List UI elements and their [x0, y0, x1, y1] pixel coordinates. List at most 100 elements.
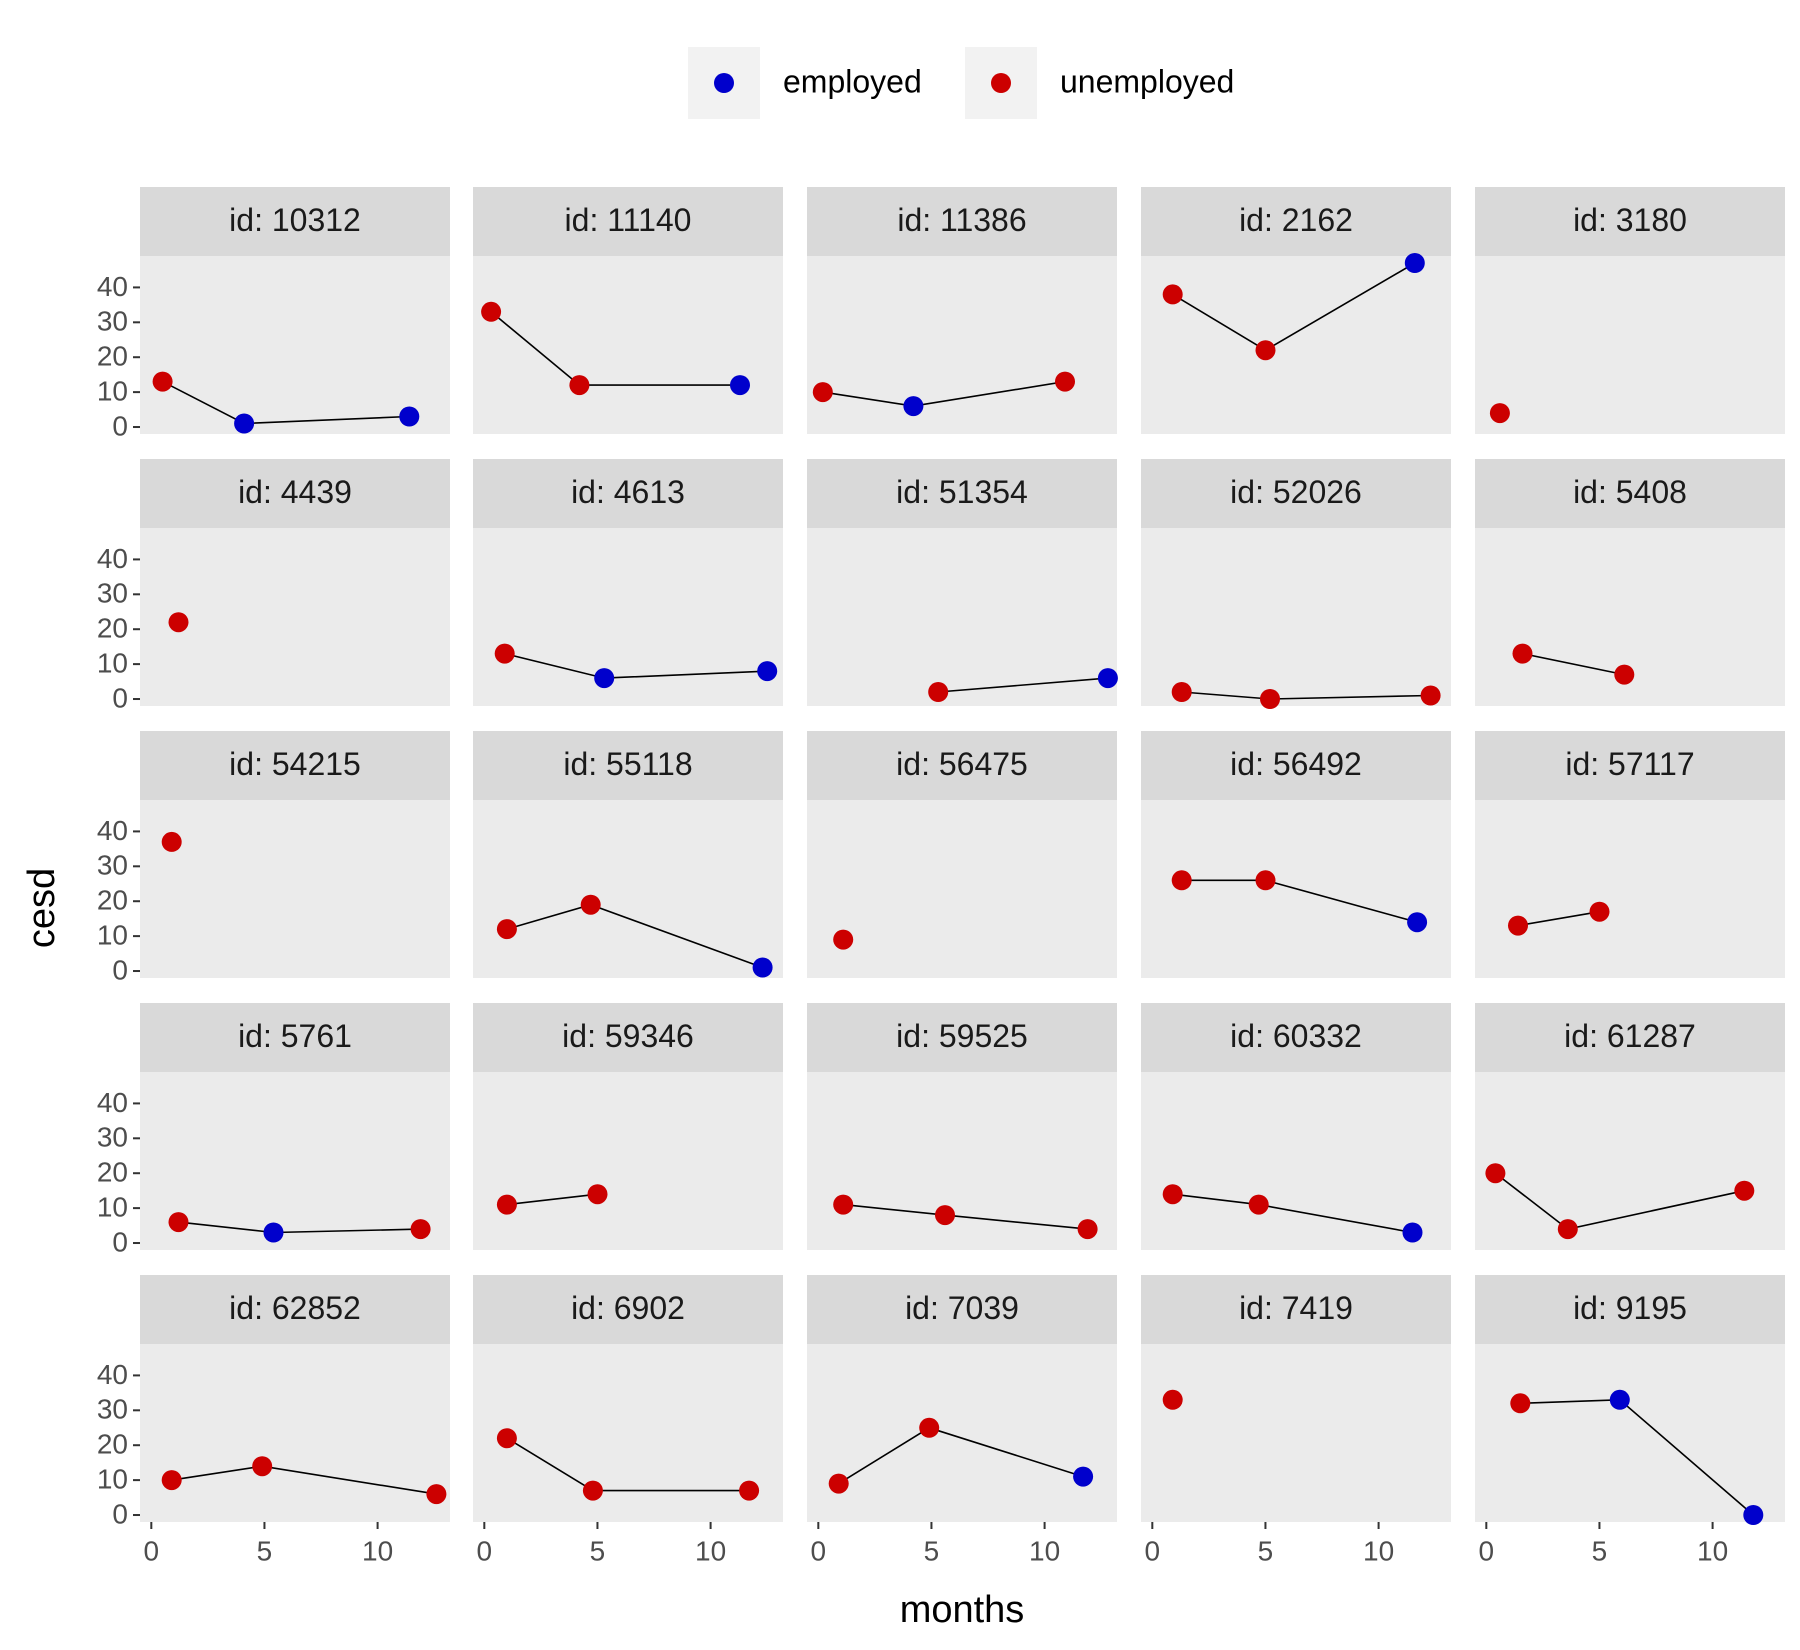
facet-panel-9195: id: 9195: [1475, 1275, 1785, 1525]
x-tick-label: 0: [144, 1535, 160, 1566]
facet-plot-area: [807, 1344, 1117, 1522]
facet-strip-label: id: 59346: [562, 1018, 694, 1054]
facet-strip: [1475, 731, 1785, 800]
facet-panel-51354: id: 51354: [807, 459, 1118, 706]
data-point-employed: [1097, 668, 1118, 689]
data-point-unemployed: [1734, 1180, 1755, 1201]
facet-strip: [1141, 459, 1451, 528]
data-point-unemployed: [569, 375, 590, 396]
data-point-employed: [234, 413, 255, 434]
legend-marker-employed: [714, 73, 734, 93]
data-point-unemployed: [935, 1205, 955, 1226]
facet-plot-area: [473, 256, 783, 434]
data-point-employed: [399, 406, 420, 427]
data-point-unemployed: [410, 1219, 431, 1240]
y-tick-label: 40: [97, 815, 128, 846]
facet-panel-59346: id: 59346: [473, 1003, 783, 1250]
y-tick-label: 20: [97, 613, 128, 644]
facet-plot-area: [1475, 1344, 1785, 1522]
data-point-unemployed: [1077, 1219, 1098, 1240]
data-point-unemployed: [928, 682, 949, 702]
facet-strip: [140, 1275, 450, 1344]
facet-strip: [1141, 1275, 1451, 1344]
facet-panel-5408: id: 5408: [1475, 459, 1785, 706]
facet-panel-55118: id: 55118: [473, 731, 783, 978]
data-point-employed: [1609, 1389, 1630, 1410]
y-tick-label: 30: [97, 1122, 128, 1153]
facet-panel-11386: id: 11386: [807, 187, 1117, 434]
data-point-unemployed: [1512, 643, 1533, 664]
facet-panel-10312: id: 10312: [140, 187, 450, 434]
facet-panel-59525: id: 59525: [807, 1003, 1117, 1250]
facet-panel-5761: id: 5761: [140, 1003, 450, 1250]
facet-strip: [140, 1003, 450, 1072]
data-point-unemployed: [1508, 915, 1528, 936]
facet-plot-area: [140, 1344, 450, 1522]
facet-strip: [473, 187, 783, 256]
facet-strip: [473, 1275, 783, 1344]
data-point-unemployed: [1557, 1219, 1578, 1240]
facet-strip-label: id: 57117: [1565, 746, 1694, 782]
facet-panel-7419: id: 7419: [1141, 1275, 1451, 1522]
data-point-unemployed: [828, 1473, 849, 1494]
data-point-unemployed: [1420, 685, 1441, 706]
data-point-unemployed: [1510, 1393, 1531, 1414]
facet-strip: [807, 187, 1117, 256]
y-tick-label: 20: [97, 1157, 128, 1188]
facet-strip: [140, 731, 450, 800]
data-point-unemployed: [1489, 403, 1510, 424]
data-point-unemployed: [1255, 340, 1276, 361]
facet-strip-label: id: 4613: [571, 474, 685, 510]
data-point-unemployed: [161, 1470, 182, 1491]
data-point-unemployed: [1162, 1389, 1183, 1410]
data-point-employed: [594, 668, 615, 689]
facet-panel-2162: id: 2162: [1141, 187, 1451, 434]
facet-strip-label: id: 7039: [905, 1290, 1019, 1326]
facet-plot-area: [140, 800, 450, 978]
facet-strip: [140, 187, 450, 256]
y-tick-label: 30: [97, 1394, 128, 1425]
legend-label-employed: employed: [783, 63, 922, 99]
data-point-employed: [1743, 1505, 1764, 1525]
y-tick-label: 10: [97, 648, 128, 679]
data-point-unemployed: [494, 643, 515, 664]
y-tick-label: 10: [97, 376, 128, 407]
data-point-unemployed: [496, 919, 517, 940]
facet-strip-label: id: 59525: [896, 1018, 1028, 1054]
data-point-unemployed: [582, 1480, 603, 1501]
facet-strip-label: id: 2162: [1239, 202, 1353, 238]
facet-plot-area: [473, 1344, 783, 1522]
y-tick-label: 0: [112, 954, 128, 985]
y-tick-label: 0: [112, 410, 128, 441]
x-tick-label: 0: [1479, 1535, 1495, 1566]
facet-plot-area: [807, 800, 1117, 978]
y-tick-label: 30: [97, 306, 128, 337]
data-point-employed: [903, 396, 924, 417]
facet-strip-label: id: 55118: [563, 746, 692, 782]
facet-plot-area: [1141, 256, 1451, 434]
x-tick-label: 0: [477, 1535, 493, 1566]
facet-panel-57117: id: 57117: [1475, 731, 1785, 978]
facet-panel-4439: id: 4439: [140, 459, 450, 706]
series-line: [938, 677, 1108, 693]
y-axis-title: cesd: [21, 868, 63, 948]
facet-panel-11140: id: 11140: [473, 187, 783, 434]
data-point-unemployed: [252, 1456, 273, 1477]
facet-panel-3180: id: 3180: [1475, 187, 1785, 434]
facet-plot-area: [1475, 256, 1785, 434]
data-point-unemployed: [481, 301, 502, 322]
facet-plot-area: [473, 1072, 783, 1250]
data-point-unemployed: [1162, 284, 1183, 305]
facet-plot-area: [140, 1072, 450, 1250]
data-point-unemployed: [426, 1484, 447, 1505]
facet-plot-area: [1475, 1072, 1785, 1250]
facet-strip-label: id: 62852: [229, 1290, 361, 1326]
facet-plot-area: [807, 528, 1117, 706]
data-point-unemployed: [496, 1194, 517, 1215]
data-point-unemployed: [1055, 371, 1075, 392]
facet-strip: [807, 459, 1117, 528]
facet-panel-54215: id: 54215: [140, 731, 450, 978]
legend: employed unemployed: [688, 47, 1234, 119]
facet-strip: [1475, 1003, 1785, 1072]
x-tick-label: 5: [590, 1535, 606, 1566]
